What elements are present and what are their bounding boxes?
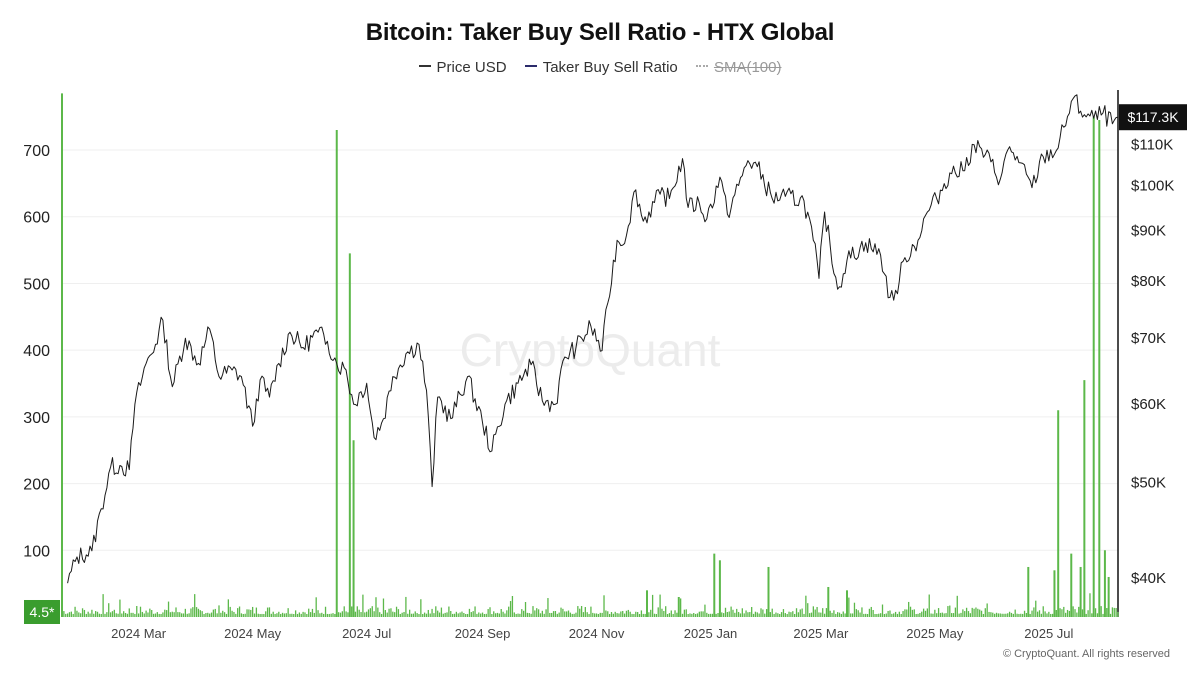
right-tick-label: $40K <box>1131 570 1166 587</box>
right-tick-label: $90K <box>1131 223 1166 240</box>
right-tick-label: $80K <box>1131 273 1166 290</box>
copyright-footer: © CryptoQuant. All rights reserved <box>1002 648 1170 660</box>
left-tick-label: 300 <box>23 410 50 427</box>
ratio-series <box>61 93 1119 617</box>
x-tick-label: 2024 Mar <box>111 626 167 641</box>
price-line <box>67 94 1119 584</box>
legend-swatch-price <box>418 64 431 67</box>
x-tick-label: 2025 Mar <box>793 626 849 641</box>
right-tick-label: $100K <box>1131 178 1174 195</box>
legend-label-ratio: Taker Buy Sell Ratio <box>542 58 678 76</box>
legend-item-price[interactable]: Price USD <box>418 58 507 76</box>
left-tick-label: 400 <box>23 343 50 360</box>
left-tick-label: 500 <box>23 276 50 293</box>
watermark-text: CryptoQuant <box>460 324 721 376</box>
ratio-current-label: 4.5* <box>30 604 55 620</box>
right-tick-label: $60K <box>1131 396 1166 413</box>
left-tick-label: 600 <box>23 210 50 227</box>
price-current-label: $117.3K <box>1127 109 1179 125</box>
left-tick-label: 100 <box>23 543 50 560</box>
legend-label-sma: SMA(100) <box>713 58 782 76</box>
x-tick-label: 2025 Jul <box>1024 626 1073 641</box>
price-current-badge <box>1119 104 1187 131</box>
right-tick-label: $70K <box>1131 330 1166 347</box>
legend-label-price: Price USD <box>436 58 507 76</box>
x-tick-label: 2024 May <box>224 626 282 641</box>
legend-swatch-sma <box>695 64 708 67</box>
left-tick-label: 700 <box>23 143 50 160</box>
chart-legend: Price USD Taker Buy Sell Ratio SMA(100) <box>0 58 1200 76</box>
x-tick-label: 2024 Jul <box>342 626 391 641</box>
x-tick-label: 2025 May <box>906 626 964 641</box>
right-tick-label: $50K <box>1131 474 1166 491</box>
x-tick-label: 2024 Sep <box>455 626 511 641</box>
chart-title: Bitcoin: Taker Buy Sell Ratio - HTX Glob… <box>365 19 835 46</box>
left-tick-label: 200 <box>23 477 50 494</box>
legend-item-ratio[interactable]: Taker Buy Sell Ratio <box>524 58 678 76</box>
ratio-current-badge <box>24 599 60 624</box>
x-tick-label: 2025 Jan <box>684 626 738 641</box>
legend-swatch-ratio <box>524 64 537 67</box>
right-tick-label: $110K <box>1131 137 1173 154</box>
x-tick-label: 2024 Nov <box>569 626 625 641</box>
legend-item-sma[interactable]: SMA(100) <box>695 58 782 76</box>
